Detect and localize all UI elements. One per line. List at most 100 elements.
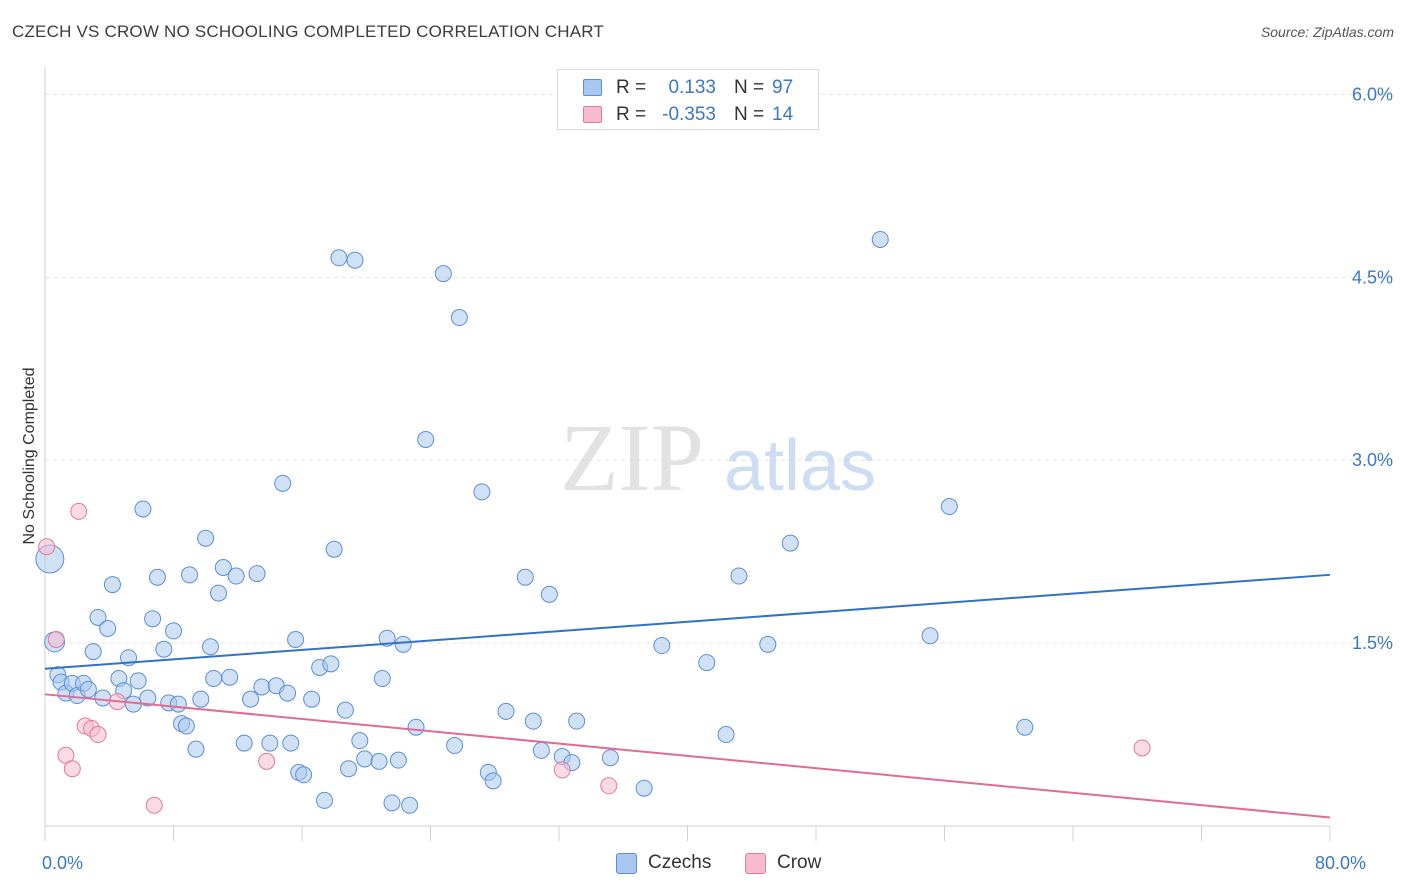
watermark: ZIP atlas xyxy=(560,404,876,511)
czechs-point xyxy=(356,750,374,768)
y-tick-label: 4.5% xyxy=(1352,267,1393,287)
czechs-point xyxy=(635,779,653,797)
czechs-point xyxy=(165,622,182,640)
czechs-point xyxy=(84,643,102,661)
legend-n-label: N = xyxy=(734,104,765,125)
czechs-point xyxy=(378,629,396,647)
czechs-point xyxy=(197,529,215,547)
series-swatch-crow xyxy=(745,853,766,874)
y-axis-label: No Schooling Completed xyxy=(21,368,38,545)
czechs-point xyxy=(248,565,266,583)
czechs-point xyxy=(148,568,166,586)
crow-trend-line xyxy=(44,693,1331,819)
czechs-point xyxy=(330,249,348,267)
czechs-point xyxy=(134,500,152,518)
series-label-crow: Crow xyxy=(777,852,822,873)
czechs-point xyxy=(187,740,205,758)
crow-point xyxy=(145,796,163,814)
czechs-point xyxy=(177,717,195,735)
czechs-point xyxy=(139,689,157,707)
czechs-point xyxy=(209,584,227,602)
data-points xyxy=(35,230,1151,814)
correlation-legend: R = 0.133 N = 97 R = -0.353 N = 14 xyxy=(557,69,819,130)
czechs-point xyxy=(192,690,210,708)
czechs-point xyxy=(497,702,515,720)
czechs-point xyxy=(601,749,619,767)
series-label-czechs: Czechs xyxy=(648,852,712,873)
czechs-point xyxy=(417,430,435,448)
czechs-point xyxy=(370,752,388,770)
czechs-point xyxy=(871,230,889,248)
crow-point xyxy=(38,538,56,556)
crow-point xyxy=(89,726,107,744)
czechs-point xyxy=(221,668,239,686)
legend-row-crow: R = -0.353 N = 14 xyxy=(558,102,818,128)
legend-n-value: 97 xyxy=(772,77,794,98)
czechs-point xyxy=(446,737,464,755)
legend-n-label: N = xyxy=(734,77,765,98)
czechs-point xyxy=(129,672,147,690)
czechs-point xyxy=(383,794,401,812)
grid-lines xyxy=(45,93,1392,644)
czechs-point xyxy=(235,734,253,752)
source-credit: Source: ZipAtlas.com xyxy=(1260,24,1394,40)
czechs-point xyxy=(730,567,748,585)
czechs-point xyxy=(94,689,112,707)
czechs-point xyxy=(99,619,117,637)
crow-point xyxy=(70,502,88,520)
czechs-point xyxy=(242,690,260,708)
czechs-point xyxy=(653,637,671,655)
chart-title: CZECH VS CROW NO SCHOOLING COMPLETED COR… xyxy=(12,22,605,41)
legend-swatch-czechs xyxy=(583,79,602,96)
legend-r-value: -0.353 xyxy=(662,104,716,125)
crow-point xyxy=(600,777,618,795)
czechs-point xyxy=(227,567,245,585)
czechs-point xyxy=(315,791,333,809)
czechs-point xyxy=(103,576,121,594)
czechs-point xyxy=(759,635,777,653)
czechs-point xyxy=(351,732,369,750)
czechs-point xyxy=(155,640,173,658)
czechs-point xyxy=(261,734,279,752)
czechs-point xyxy=(781,534,799,552)
czechs-point xyxy=(336,701,354,719)
czechs-point xyxy=(214,558,232,576)
czechs-point xyxy=(389,751,407,769)
czechs-point xyxy=(346,251,364,269)
czechs-point xyxy=(325,540,343,558)
czechs-point xyxy=(698,654,716,672)
trend-lines xyxy=(44,573,1331,819)
crow-point xyxy=(63,760,81,778)
czechs-point xyxy=(434,265,452,283)
czechs-point xyxy=(279,684,297,702)
y-tick-label: 6.0% xyxy=(1352,84,1393,104)
czechs-point xyxy=(717,726,735,744)
czechs-point xyxy=(79,680,97,698)
legend-r-label: R = xyxy=(616,77,647,98)
czechs-point xyxy=(450,309,468,327)
legend-row-czechs: R = 0.133 N = 97 xyxy=(558,75,818,101)
czechs-point xyxy=(205,669,223,687)
czechs-point xyxy=(940,498,958,516)
czechs-point xyxy=(89,608,107,626)
watermark-atlas: atlas xyxy=(724,426,876,506)
legend-n-value: 14 xyxy=(772,104,794,125)
czechs-point xyxy=(322,655,340,673)
series-swatch-czechs xyxy=(616,853,637,874)
czechs-point xyxy=(394,635,412,653)
axes xyxy=(44,67,1331,841)
czechs-point xyxy=(568,712,586,730)
crow-point xyxy=(553,761,571,779)
czechs-point xyxy=(201,638,219,656)
legend-r-value: 0.133 xyxy=(668,77,716,98)
czechs-point xyxy=(181,566,199,584)
czechs-point xyxy=(287,630,305,648)
czechs-point xyxy=(407,718,425,736)
czechs-point xyxy=(169,695,187,713)
czechs-point xyxy=(253,678,271,696)
czechs-point xyxy=(540,585,558,603)
crow-point xyxy=(47,630,65,648)
czechs-point xyxy=(1016,718,1034,736)
czechs-point xyxy=(484,772,502,790)
